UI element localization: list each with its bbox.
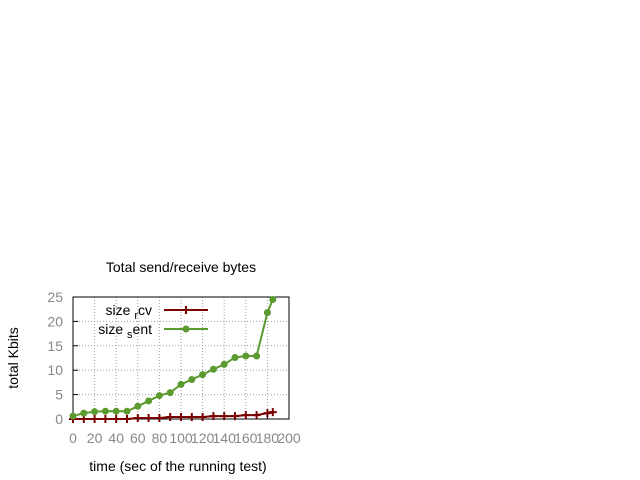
y-tick-label: 10 <box>47 362 63 378</box>
data-point <box>134 402 142 410</box>
data-point <box>268 408 277 417</box>
x-tick-label: 140 <box>213 430 237 446</box>
data-point <box>188 375 196 383</box>
x-tick-label: 160 <box>234 430 258 446</box>
data-point <box>177 380 185 388</box>
x-tick-label: 180 <box>256 430 280 446</box>
y-axis: 0 5 10 15 20 25 <box>47 289 78 427</box>
data-point <box>269 295 277 303</box>
data-point <box>241 411 250 420</box>
y-tick-label: 5 <box>55 387 63 403</box>
data-point <box>166 413 175 422</box>
chart-title: Total send/receive bytes <box>106 259 256 275</box>
data-point <box>155 414 164 423</box>
data-point <box>80 409 88 417</box>
x-tick-label: 80 <box>152 430 168 446</box>
data-point <box>69 412 77 420</box>
data-point <box>123 407 131 415</box>
x-tick-label: 0 <box>69 430 77 446</box>
data-point <box>123 415 131 423</box>
data-point <box>252 411 261 420</box>
x-tick-label: 40 <box>108 430 124 446</box>
legend-label: size rcv <box>106 302 152 322</box>
data-point <box>144 414 153 423</box>
x-tick-label: 60 <box>130 430 146 446</box>
data-point <box>198 413 207 422</box>
data-point <box>177 413 185 422</box>
data-point <box>166 389 174 397</box>
data-point <box>220 412 229 421</box>
legend-marker <box>182 325 190 333</box>
x-axis-label: time (sec of the running test) <box>89 458 266 474</box>
data-point <box>209 365 217 373</box>
data-point <box>220 360 228 368</box>
x-tick-label: 120 <box>191 430 215 446</box>
y-tick-label: 20 <box>47 313 63 329</box>
x-tick-label: 20 <box>87 430 103 446</box>
data-point <box>145 397 153 405</box>
data-point <box>91 408 99 416</box>
data-point <box>101 407 109 415</box>
legend-item-size_rcv: size rcv <box>106 302 208 322</box>
data-point <box>253 352 261 360</box>
data-point <box>263 309 271 317</box>
series-size_sent <box>69 295 277 420</box>
legend-label: size sent <box>98 321 152 341</box>
y-axis-label: total Kbits <box>5 327 21 388</box>
data-point <box>187 413 196 422</box>
data-point <box>231 412 239 421</box>
y-tick-label: 15 <box>47 338 63 354</box>
legend-marker <box>182 306 190 314</box>
x-tick-label: 100 <box>169 430 193 446</box>
data-point <box>242 352 250 360</box>
data-point <box>231 354 239 362</box>
data-point <box>101 415 110 423</box>
series-size_rcv <box>69 408 277 423</box>
data-point <box>133 414 142 423</box>
data-point <box>112 415 121 423</box>
y-tick-label: 0 <box>55 411 63 427</box>
data-point <box>155 392 163 400</box>
y-tick-label: 25 <box>47 289 63 305</box>
legend-item-size_sent: size sent <box>98 321 208 341</box>
data-point <box>209 412 218 421</box>
x-tick-label: 200 <box>277 430 301 446</box>
data-point <box>90 415 99 423</box>
series-layer <box>69 295 277 423</box>
data-point <box>199 371 207 379</box>
data-point <box>112 407 120 415</box>
